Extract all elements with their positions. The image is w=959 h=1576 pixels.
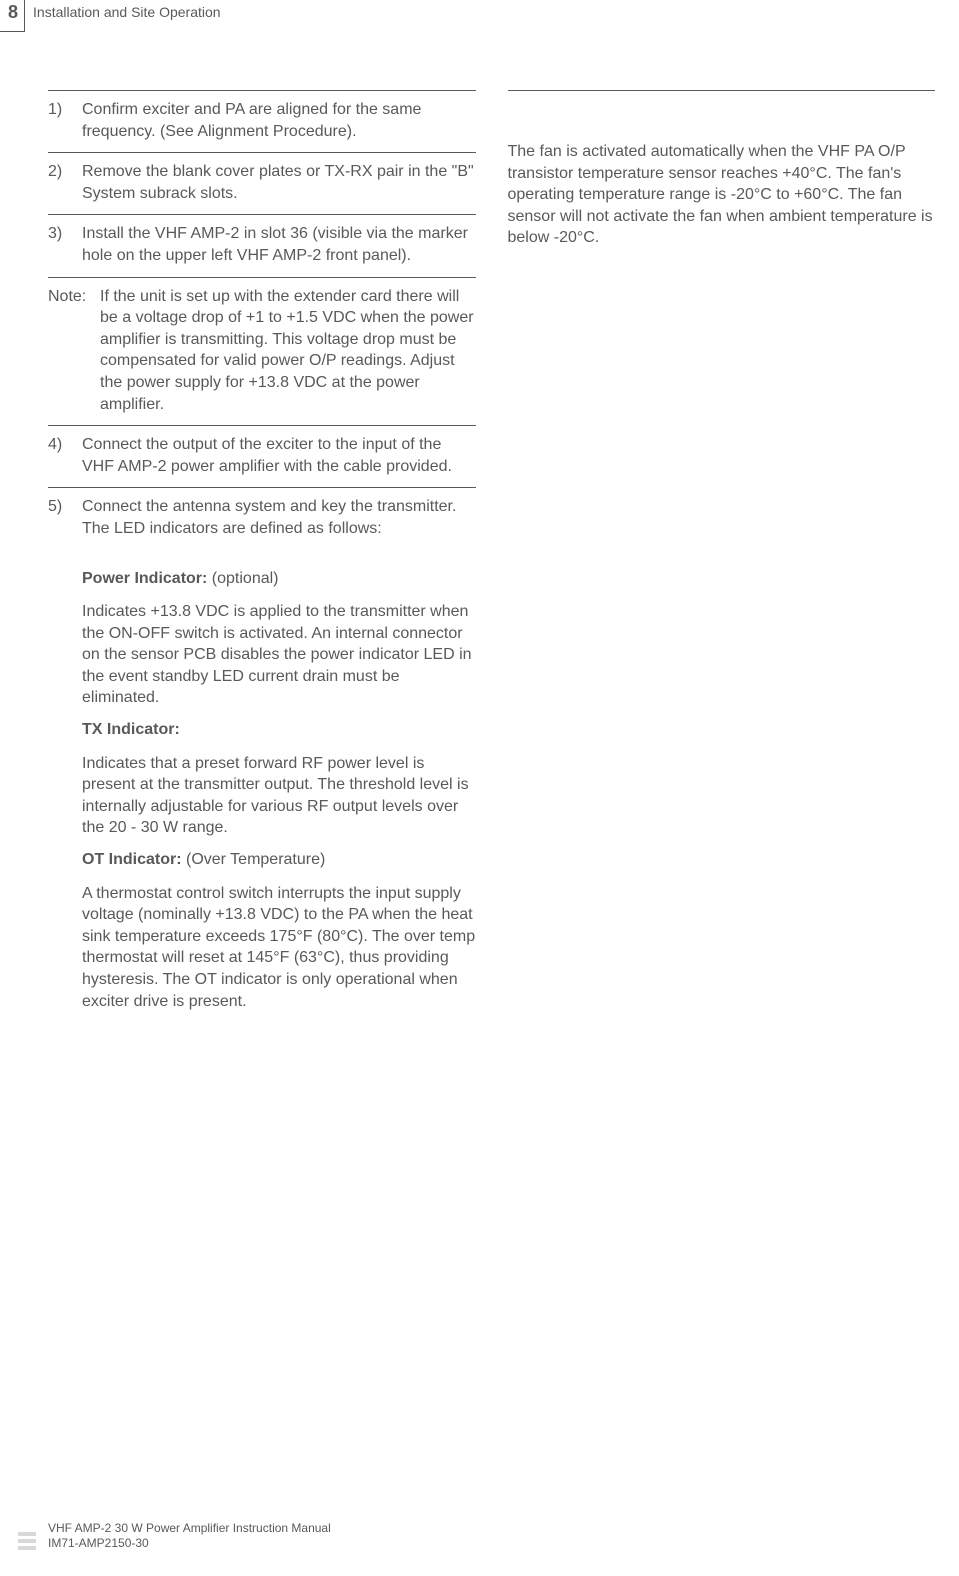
footer-line2: IM71-AMP2150-30	[48, 1536, 331, 1552]
left-column: 1) Confirm exciter and PA are aligned fo…	[48, 90, 476, 1032]
step-item: 3) Install the VHF AMP-2 in slot 36 (vis…	[48, 214, 476, 276]
step-item: 1) Confirm exciter and PA are aligned fo…	[48, 90, 476, 152]
led-title-bold: OT Indicator:	[82, 851, 182, 868]
footer-bars-icon	[18, 1532, 36, 1550]
led-desc: A thermostat control switch interrupts t…	[82, 883, 476, 1013]
led-block: Power Indicator: (optional) Indicates +1…	[48, 550, 476, 1033]
step-text: Install the VHF AMP-2 in slot 36 (visibl…	[82, 223, 476, 266]
note-text: If the unit is set up with the extender …	[100, 286, 476, 416]
led-title: TX Indicator:	[82, 719, 476, 741]
step-text: Remove the blank cover plates or TX-RX p…	[82, 161, 476, 204]
led-title-rest: (optional)	[207, 570, 278, 587]
right-column: The fan is activated automatically when …	[508, 90, 936, 1032]
section-title: Installation and Site Operation	[25, 0, 221, 20]
step-item: 5) Connect the antenna system and key th…	[48, 488, 476, 549]
led-desc: Indicates that a preset forward RF power…	[82, 753, 476, 839]
page-header: 8 Installation and Site Operation	[0, 0, 221, 32]
note-item: Note: If the unit is set up with the ext…	[48, 277, 476, 426]
step-number: 3)	[48, 223, 82, 266]
led-desc: Indicates +13.8 VDC is applied to the tr…	[82, 601, 476, 709]
content-area: 1) Confirm exciter and PA are aligned fo…	[48, 90, 935, 1032]
footer: VHF AMP-2 30 W Power Amplifier Instructi…	[48, 1521, 331, 1552]
step-item: 2) Remove the blank cover plates or TX-R…	[48, 152, 476, 214]
step-text: Connect the output of the exciter to the…	[82, 434, 476, 477]
step-item: 4) Connect the output of the exciter to …	[48, 425, 476, 488]
footer-line1: VHF AMP-2 30 W Power Amplifier Instructi…	[48, 1521, 331, 1537]
step-number: 4)	[48, 434, 82, 477]
fan-paragraph: The fan is activated automatically when …	[508, 90, 936, 249]
step-number: 2)	[48, 161, 82, 204]
note-label: Note:	[48, 286, 100, 416]
page-number: 8	[0, 0, 25, 32]
step-number: 1)	[48, 99, 82, 142]
led-title-bold: TX Indicator:	[82, 721, 180, 738]
step-text: Confirm exciter and PA are aligned for t…	[82, 99, 476, 142]
led-title-bold: Power Indicator:	[82, 570, 207, 587]
step-text: Connect the antenna system and key the t…	[82, 496, 476, 539]
led-title: OT Indicator: (Over Temperature)	[82, 849, 476, 871]
led-title: Power Indicator: (optional)	[82, 568, 476, 590]
step-number: 5)	[48, 496, 82, 539]
led-title-rest: (Over Temperature)	[182, 851, 326, 868]
